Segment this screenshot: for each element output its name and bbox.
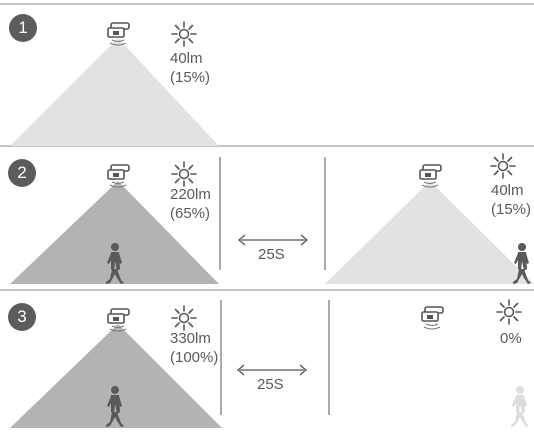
percent-label: (15%) bbox=[491, 201, 532, 218]
row-number-badge: 2 bbox=[8, 159, 36, 187]
row-number-badge: 1 bbox=[9, 14, 37, 42]
person-icon bbox=[511, 386, 529, 427]
lamp-sensor-icon bbox=[107, 308, 130, 332]
sun-icon bbox=[490, 153, 516, 179]
sun-icon bbox=[496, 299, 522, 325]
percent-label: 0% bbox=[500, 330, 522, 347]
light-beam-bright bbox=[10, 181, 219, 284]
lumen-label: 220lm bbox=[170, 186, 211, 203]
lumen-label: 40lm bbox=[491, 182, 524, 199]
sun-icon bbox=[171, 161, 197, 187]
delay-label: 25S bbox=[257, 376, 284, 393]
double-arrow-icon bbox=[238, 234, 308, 246]
sun-icon bbox=[171, 305, 197, 331]
light-beam-dim bbox=[325, 181, 534, 284]
sun-icon bbox=[171, 21, 197, 47]
light-beam-dim bbox=[10, 38, 219, 146]
lamp-sensor-icon bbox=[107, 164, 130, 188]
lamp-sensor-icon bbox=[107, 22, 130, 46]
lamp-sensor-icon bbox=[421, 306, 444, 330]
light-beam-bright bbox=[10, 324, 222, 428]
lamp-sensor-icon bbox=[419, 164, 442, 188]
percent-label: (15%) bbox=[170, 69, 211, 86]
double-arrow-icon bbox=[237, 364, 307, 376]
row-number-badge: 3 bbox=[8, 303, 36, 331]
percent-label: (100%) bbox=[170, 349, 219, 366]
lumen-label: 40lm bbox=[170, 50, 203, 67]
percent-label: (65%) bbox=[170, 205, 211, 222]
lumen-label: 330lm bbox=[170, 330, 211, 347]
delay-label: 25S bbox=[258, 246, 285, 263]
